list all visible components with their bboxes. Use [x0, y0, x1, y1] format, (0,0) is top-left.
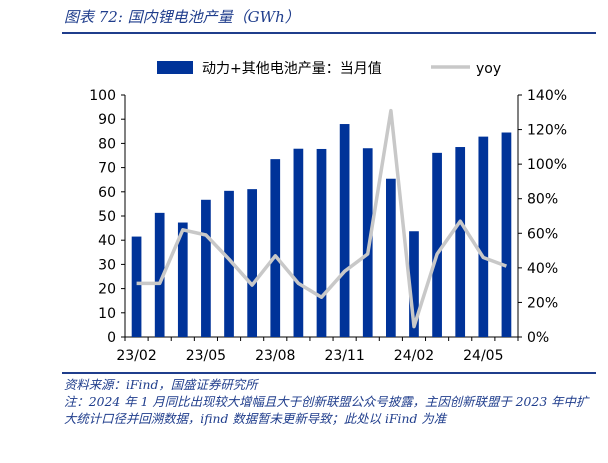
figure-title: 图表 72: 国内锂电池产量（GWh） — [64, 8, 300, 26]
y-tick-label-right: 140% — [527, 88, 567, 104]
legend-label-line: yoy — [476, 61, 501, 77]
source-note: 资料来源：iFind，国盛证券研究所 — [64, 377, 258, 392]
bar — [339, 124, 350, 337]
bar — [385, 178, 396, 337]
bar — [131, 236, 142, 337]
y-tick-label-right: 20% — [527, 295, 558, 311]
y-tick-label-right: 0% — [527, 330, 549, 346]
y-tick-label-left: 100 — [89, 88, 116, 104]
y-tick-label-right: 40% — [527, 261, 558, 277]
x-tick-label: 24/02 — [394, 348, 434, 364]
bar — [478, 136, 489, 337]
y-tick-label-left: 60 — [98, 185, 116, 201]
bar — [501, 132, 512, 337]
yoy-line — [136, 108, 508, 329]
x-tick-label: 24/05 — [463, 348, 503, 364]
y-tick-label-left: 50 — [98, 209, 116, 225]
line-series — [136, 108, 508, 329]
legend-swatch-bar — [157, 61, 193, 74]
data-note: 注：2024 年 1 月同比出现较大增幅且大于创新联盟公众号披露，主因创新联盟于… — [64, 394, 589, 426]
y-tick-label-left: 80 — [98, 136, 116, 152]
y-tick-label-right: 60% — [527, 226, 558, 242]
legend: 动力+其他电池产量：当月值 yoy — [157, 61, 501, 77]
top-rule — [62, 32, 596, 34]
y-tick-label-left: 40 — [98, 233, 116, 249]
bar — [177, 222, 188, 337]
bar — [293, 148, 304, 337]
y-tick-label-left: 30 — [98, 257, 116, 273]
bottom-rule — [62, 372, 596, 374]
y-tick-label-left: 70 — [98, 161, 116, 177]
bar — [316, 148, 327, 337]
y-tick-label-right: 120% — [527, 123, 567, 139]
axes: 0 10 20 30 40 50 60 70 80 90 100 0% 20% 40% 60% 80% 100%… — [89, 88, 567, 364]
x-tick-label: 23/05 — [186, 348, 226, 364]
bar — [455, 147, 466, 337]
y-tick-label-right: 80% — [527, 192, 558, 208]
bar — [270, 159, 281, 337]
bar — [247, 189, 258, 337]
legend-label-bar: 动力+其他电池产量：当月值 — [202, 61, 382, 77]
x-tick-label: 23/08 — [255, 348, 295, 364]
footnotes: 资料来源：iFind，国盛证券研究所 注：2024 年 1 月同比出现较大增幅且… — [64, 376, 594, 427]
x-tick-label: 23/02 — [116, 348, 156, 364]
chart: 动力+其他电池产量：当月值 yoy 01020304050607080901000… — [89, 61, 567, 364]
y-tick-label-left: 0 — [107, 330, 116, 346]
y-tick-label-left: 10 — [98, 306, 116, 322]
bar — [362, 148, 373, 337]
bar — [154, 212, 165, 337]
bar-series — [131, 124, 512, 337]
bar — [201, 199, 211, 337]
x-tick-label: 23/11 — [324, 348, 364, 364]
bar — [224, 190, 234, 337]
y-tick-label-left: 20 — [98, 282, 116, 298]
y-tick-label-left: 90 — [98, 112, 116, 128]
bar — [432, 152, 442, 337]
y-tick-label-right: 100% — [527, 157, 567, 173]
bar — [409, 231, 419, 337]
